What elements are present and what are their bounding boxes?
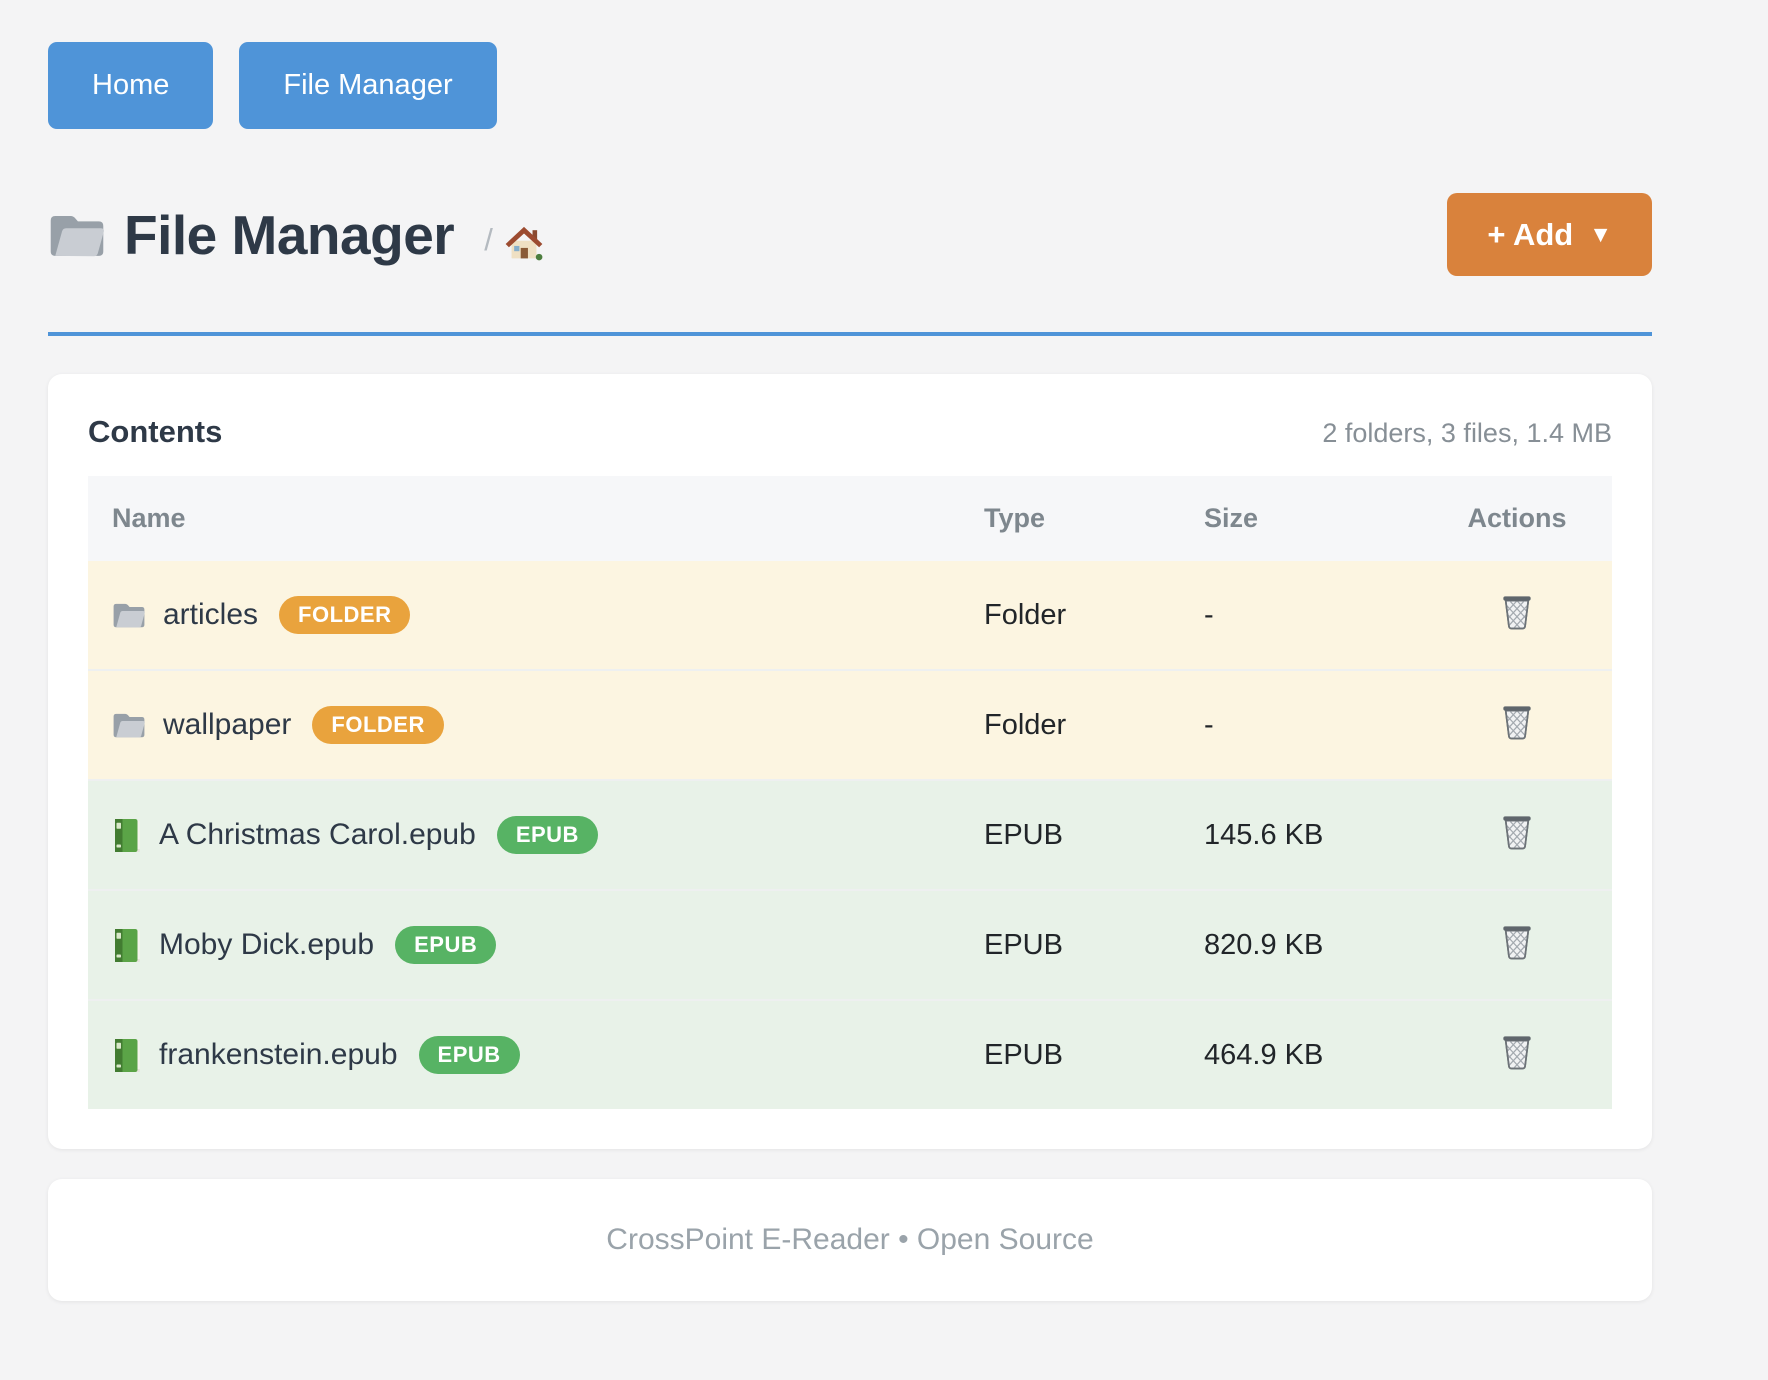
add-button-label: + Add [1487,217,1574,252]
title-group: File Manager / [48,203,545,267]
footer-text: CrossPoint E-Reader • Open Source [606,1223,1094,1256]
table-row: frankenstein.epub EPUB EPUB 464.9 KB [88,999,1612,1109]
file-name-link[interactable]: articles [163,598,259,631]
contents-card-header: Contents 2 folders, 3 files, 1.4 MB [88,414,1612,450]
delete-button[interactable] [1501,812,1533,850]
nav-home-button[interactable]: Home [48,42,214,129]
page-title: File Manager [124,203,455,266]
trash-icon [1501,596,1533,633]
breadcrumb-separator: / [484,221,493,257]
column-header-actions: Actions [1422,476,1612,561]
file-manager-page: Home File Manager File Manager / [48,42,1652,1301]
caret-down-icon: ▼ [1589,221,1612,247]
file-name-link[interactable]: frankenstein.epub [159,1038,398,1071]
table-row: A Christmas Carol.epub EPUB EPUB 145.6 K… [88,779,1612,890]
table-row: Moby Dick.epub EPUB EPUB 820.9 KB [88,889,1612,1000]
column-header-type: Type [960,476,1180,561]
green-book-icon [112,1037,142,1074]
trash-icon [1501,926,1533,963]
type-badge: EPUB [418,1036,520,1074]
table-row: wallpaper FOLDER Folder - [88,669,1612,780]
table-row: articles FOLDER Folder - [88,561,1612,670]
type-badge: EPUB [496,816,598,854]
size-cell: - [1180,561,1422,670]
size-cell: 820.9 KB [1180,889,1422,1000]
size-cell: - [1180,669,1422,780]
type-cell: EPUB [960,779,1180,890]
nav-file-manager-button[interactable]: File Manager [239,42,497,129]
type-badge: FOLDER [279,596,411,634]
delete-button[interactable] [1501,702,1533,740]
type-cell: Folder [960,669,1180,780]
folder-icon [112,711,146,739]
contents-heading: Contents [88,414,223,449]
header-divider [48,332,1652,336]
folder-icon [48,211,106,259]
top-nav: Home File Manager [48,42,1652,129]
add-button[interactable]: + Add ▼ [1447,193,1652,276]
green-book-icon [112,927,142,964]
trash-icon [1501,706,1533,743]
contents-table-body: articles FOLDER Folder - [88,561,1612,1109]
type-cell: EPUB [960,999,1180,1109]
green-book-icon [112,817,142,854]
type-badge: EPUB [395,926,497,964]
trash-icon [1501,816,1533,853]
trash-icon [1501,1036,1533,1073]
delete-button[interactable] [1501,922,1533,960]
contents-summary: 2 folders, 3 files, 1.4 MB [1322,418,1612,448]
size-cell: 145.6 KB [1180,779,1422,890]
contents-card: Contents 2 folders, 3 files, 1.4 MB Name… [48,374,1652,1149]
folder-icon [112,601,146,629]
footer-card: CrossPoint E-Reader • Open Source [48,1179,1652,1301]
house-icon[interactable] [503,222,545,262]
delete-button[interactable] [1501,1032,1533,1070]
size-cell: 464.9 KB [1180,999,1422,1109]
column-header-name: Name [88,476,960,561]
type-cell: Folder [960,561,1180,670]
contents-table: Name Type Size Actions [88,476,1612,1109]
type-badge: FOLDER [312,706,444,744]
file-name-link[interactable]: Moby Dick.epub [159,928,375,961]
table-header-row: Name Type Size Actions [88,476,1612,561]
file-name-link[interactable]: A Christmas Carol.epub [159,818,476,851]
type-cell: EPUB [960,889,1180,1000]
column-header-size: Size [1180,476,1422,561]
delete-button[interactable] [1501,592,1533,630]
page-header: File Manager / + Add ▼ [48,193,1652,276]
file-name-link[interactable]: wallpaper [163,708,292,741]
